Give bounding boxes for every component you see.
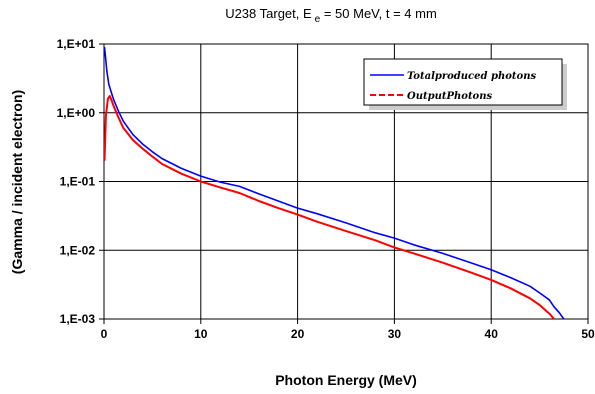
x-tick-label: 40 — [485, 327, 499, 341]
series-line-output-photons — [104, 95, 555, 319]
x-tick-label: 0 — [101, 327, 108, 341]
legend-label-total: Totalproduced photons — [407, 71, 536, 82]
y-tick-label: 1,E-03 — [60, 312, 96, 326]
x-tick-label: 10 — [194, 327, 208, 341]
y-tick-label: 1,E-01 — [60, 175, 96, 189]
series-line-total-photons — [104, 47, 565, 319]
legend-label-output: OutputPhotons — [407, 91, 493, 102]
x-tick-label: 50 — [581, 327, 595, 341]
series-layer — [104, 47, 565, 319]
x-tick-label: 30 — [388, 327, 402, 341]
x-axis-label: Photon Energy (MeV) — [275, 372, 417, 388]
y-axis-label: (Gamma / incident electron) — [9, 90, 25, 274]
ticks: 0 10 20 30 40 50 1,E+01 1,E+00 1,E-01 1,E-02 1,E-0… — [57, 37, 595, 341]
legend: Totalproduced photons OutputPhotons — [363, 58, 567, 110]
y-tick-label: 1,E-02 — [60, 243, 96, 257]
legend-box — [363, 58, 563, 106]
x-tick-label: 20 — [291, 327, 305, 341]
y-tick-label: 1,E+01 — [57, 37, 96, 51]
grid — [104, 44, 588, 319]
y-tick-label: 1,E+00 — [57, 106, 96, 120]
